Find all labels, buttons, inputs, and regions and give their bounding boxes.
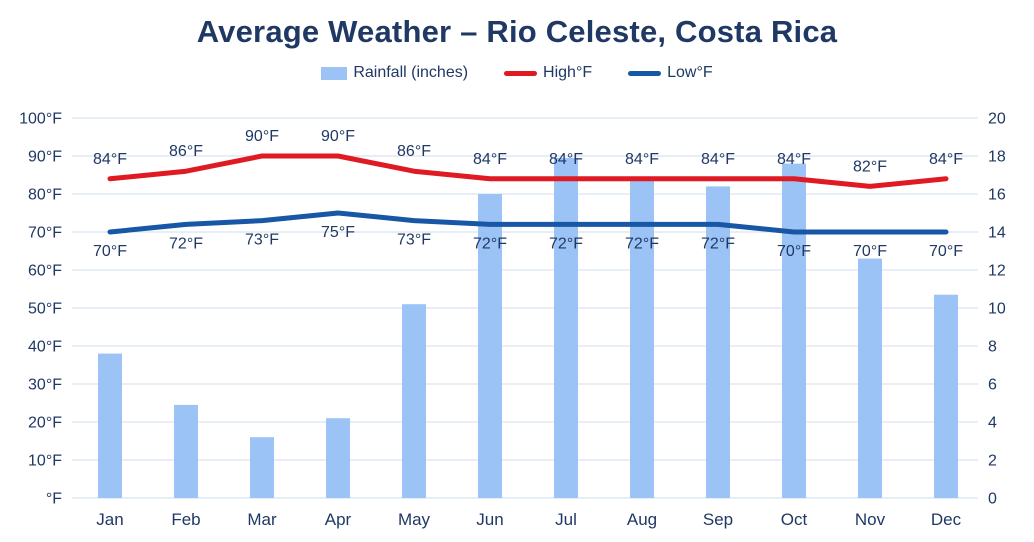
left-axis-tick: 60°F [28, 263, 62, 280]
rainfall-bar [326, 418, 350, 498]
month-label: Oct [781, 510, 808, 529]
left-axis-tick: 20°F [28, 415, 62, 432]
rainfall-bar [630, 180, 654, 498]
left-axis-tick: 30°F [28, 377, 62, 394]
rainfall-bar [554, 157, 578, 498]
high-temp-label: 84°F [473, 151, 507, 168]
low-temp-label: 72°F [549, 235, 583, 252]
chart-legend: Rainfall (inches) High°F Low°F [0, 64, 1034, 82]
low-temp-label: 72°F [473, 235, 507, 252]
right-axis-tick: 4 [988, 415, 997, 432]
rainfall-bar [478, 194, 502, 498]
high-temp-label: 90°F [245, 128, 279, 145]
rainfall-bar [402, 304, 426, 498]
high-temp-label: 84°F [701, 151, 735, 168]
left-axis-tick: 10°F [28, 453, 62, 470]
low-temp-line [107, 210, 949, 235]
month-label: Sep [703, 510, 733, 529]
high-temp-label: 86°F [169, 143, 203, 160]
high-temp-line [107, 153, 949, 189]
legend-label-rainfall: Rainfall (inches) [353, 64, 469, 81]
right-axis-tick: 10 [988, 301, 1006, 318]
rainfall-bar [98, 353, 122, 498]
left-axis-tick: 90°F [28, 149, 62, 166]
rainfall-bar [858, 258, 882, 498]
month-label: Jan [96, 510, 123, 529]
left-axis-tick: 50°F [28, 301, 62, 318]
low-temp-label: 75°F [321, 224, 355, 241]
rainfall-bar [250, 437, 274, 498]
rainfall-bar [174, 404, 198, 498]
high-temp-label: 82°F [853, 158, 887, 175]
high-temp-label: 84°F [777, 151, 811, 168]
month-label: Nov [855, 510, 886, 529]
low-temp-label: 70°F [93, 243, 127, 260]
rainfall-bar [782, 163, 806, 498]
legend-label-low: Low°F [667, 64, 713, 81]
low-temp-label: 70°F [777, 243, 811, 260]
month-label: May [398, 510, 431, 529]
left-axis-tick: °F [46, 491, 62, 508]
rainfall-bar [706, 186, 730, 498]
right-axis-tick: 8 [988, 339, 997, 356]
left-axis-tick: 100°F [19, 111, 62, 128]
high-temp-label: 84°F [929, 151, 963, 168]
rainfall-bar [934, 294, 958, 498]
low-temp-label: 72°F [169, 235, 203, 252]
legend-item-high: High°F [504, 64, 592, 82]
low-temp-label: 73°F [245, 232, 279, 249]
left-axis-tick: 40°F [28, 339, 62, 356]
high-line-swatch-icon [504, 70, 538, 76]
month-label: Feb [171, 510, 200, 529]
high-temp-label: 84°F [549, 151, 583, 168]
low-temp-label: 72°F [701, 235, 735, 252]
right-axis-tick: 0 [988, 491, 997, 508]
right-axis-tick: 2 [988, 453, 997, 470]
high-temp-label: 86°F [397, 143, 431, 160]
left-axis-tick: 70°F [28, 225, 62, 242]
page-title: Average Weather – Rio Celeste, Costa Ric… [196, 14, 838, 49]
right-axis-tick: 20 [988, 111, 1006, 128]
rainfall-swatch-icon [321, 66, 348, 80]
month-label: Jun [476, 510, 503, 529]
low-line-swatch-icon [628, 70, 662, 76]
month-label: Dec [931, 510, 962, 529]
month-label: Aug [627, 510, 657, 529]
legend-label-high: High°F [543, 64, 593, 81]
right-axis-tick: 6 [988, 377, 997, 394]
right-axis-tick: 18 [988, 149, 1006, 166]
left-axis-tick: 80°F [28, 187, 62, 204]
month-label: Jul [555, 510, 577, 529]
high-temp-label: 84°F [625, 151, 659, 168]
low-temp-label: 73°F [397, 232, 431, 249]
right-axis-tick: 12 [988, 263, 1006, 280]
month-label: Apr [325, 510, 352, 529]
legend-item-rainfall: Rainfall (inches) [321, 64, 468, 82]
high-temp-label: 84°F [93, 151, 127, 168]
legend-item-low: Low°F [628, 64, 713, 82]
month-label: Mar [247, 510, 277, 529]
low-temp-label: 72°F [625, 235, 659, 252]
right-axis-tick: 16 [988, 187, 1006, 204]
high-temp-label: 90°F [321, 128, 355, 145]
right-axis-tick: 14 [988, 225, 1006, 242]
low-temp-label: 70°F [929, 243, 963, 260]
low-temp-label: 70°F [853, 243, 887, 260]
